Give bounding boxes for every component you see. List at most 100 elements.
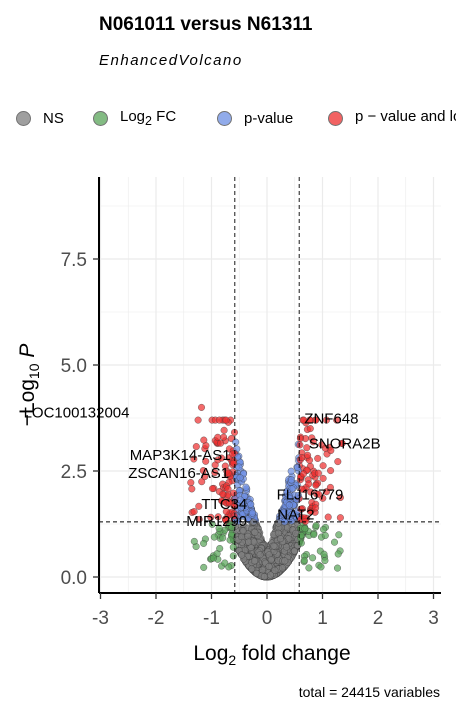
legend-label-ns: NS: [43, 109, 64, 127]
point-ns: [281, 557, 289, 565]
gene-label: MAP3K14-AS1: [130, 447, 231, 464]
point-fc-p: [195, 502, 203, 510]
x-tick-label: 2: [373, 608, 384, 629]
point-fc-p: [211, 469, 219, 477]
point-fc-p: [195, 515, 203, 523]
point-fc-p: [336, 494, 344, 501]
point-ns: [260, 573, 268, 581]
y-tick-label: 5.0: [61, 356, 87, 377]
legend-key-ns: [16, 110, 31, 126]
point-fc-p: [198, 403, 205, 411]
point-ns: [283, 543, 291, 551]
data-points: [187, 403, 346, 581]
gene-label: MIR1299: [186, 513, 247, 530]
point-fc-p: [306, 425, 314, 433]
point-ns: [265, 563, 273, 571]
point-fc-p: [229, 450, 237, 458]
point-fc: [208, 520, 216, 528]
point-fc-p: [309, 438, 317, 446]
point-fc: [305, 564, 313, 572]
x-tick-label: -2: [148, 608, 165, 629]
point-fc-p: [327, 467, 335, 475]
point-fc-p: [222, 508, 230, 516]
point-p: [235, 463, 243, 471]
point-fc-p: [323, 488, 330, 496]
point-fc-p: [306, 507, 314, 515]
point-fc-p: [296, 441, 304, 449]
point-fc-p: [326, 483, 334, 491]
point-p: [236, 474, 244, 482]
point-fc-p: [199, 467, 207, 475]
point-fc-p: [202, 457, 210, 465]
caption: total = 24415 variables: [298, 684, 440, 700]
grid-lines: [99, 177, 441, 593]
point-fc-p: [209, 485, 216, 493]
point-p: [294, 464, 301, 472]
point-fc-p: [312, 504, 320, 512]
gene-label: ZNF648: [304, 411, 358, 428]
point-fc-p: [198, 478, 206, 486]
legend-item-pvalue-and-fc: p − value and log2 FC: [328, 104, 456, 132]
point-p: [285, 501, 293, 509]
gene-label: NAT2: [277, 506, 314, 523]
legend-label-pvalue-and-fc: p − value and log2 FC: [355, 108, 456, 125]
legend-item-ns: NS: [16, 104, 64, 132]
point-fc-p: [336, 514, 344, 522]
point-p: [288, 476, 295, 484]
point-fc: [310, 531, 318, 539]
point-fc: [209, 554, 217, 562]
y-axis-title: −Log10 P: [16, 344, 42, 427]
legend-key-log2fc: [93, 110, 108, 126]
gene-labels: LOC100132004 ZNF648 SNORA2B MAP3K14-AS1ZSCA…: [24, 404, 381, 529]
point-fc-p: [314, 454, 322, 462]
point-fc: [200, 563, 208, 571]
point-ns: [245, 538, 253, 546]
point-ns: [251, 557, 258, 565]
point-fc: [229, 552, 237, 560]
point-ns: [256, 551, 264, 559]
point-fc: [301, 525, 309, 533]
point-fc: [229, 543, 237, 551]
point-fc: [317, 563, 325, 571]
point-fc-p: [188, 485, 196, 493]
point-ns: [271, 566, 279, 574]
point-fc: [300, 556, 308, 564]
point-ns: [267, 556, 275, 564]
point-fc-p: [300, 470, 307, 478]
point-fc: [219, 534, 227, 542]
point-p: [232, 438, 240, 446]
point-fc-p: [221, 462, 229, 470]
point-fc: [309, 554, 317, 562]
point-fc-p: [315, 490, 323, 498]
axes: -3 -2 -1 0 1 2 3 0.0 2.5 5.0 7.5: [61, 177, 441, 629]
point-fc-p: [192, 443, 200, 451]
cutoff-lines: [99, 177, 441, 593]
point-fc: [331, 538, 338, 546]
point-fc-p: [190, 508, 198, 516]
point-fc-p: [312, 481, 320, 489]
point-fc-p: [207, 513, 215, 521]
point-p: [247, 500, 255, 508]
point-fc-p: [230, 459, 237, 467]
point-fc: [335, 531, 343, 539]
gene-label: LOC100132004: [24, 404, 130, 421]
point-fc-p: [304, 451, 312, 459]
point-p: [242, 483, 250, 491]
legend-key-pvalue-and-fc: [328, 110, 343, 126]
point-fc-p: [217, 439, 225, 447]
legend-item-pvalue: p-value: [217, 104, 293, 132]
point-fc: [200, 539, 208, 547]
legend-key-pvalue: [217, 110, 232, 126]
point-fc-p: [222, 416, 230, 424]
legend-item-log2fc: Log2 FC: [93, 104, 176, 132]
point-fc-p: [333, 416, 341, 424]
point-fc: [321, 532, 329, 539]
x-axis-title: Log2 fold change: [193, 642, 350, 668]
point-p: [280, 508, 288, 516]
point-fc-p: [319, 474, 327, 482]
point-fc: [215, 524, 223, 532]
point-fc-p: [215, 416, 223, 424]
point-fc-p: [296, 435, 304, 442]
x-tick-label: 1: [317, 608, 328, 629]
point-p: [285, 494, 293, 502]
